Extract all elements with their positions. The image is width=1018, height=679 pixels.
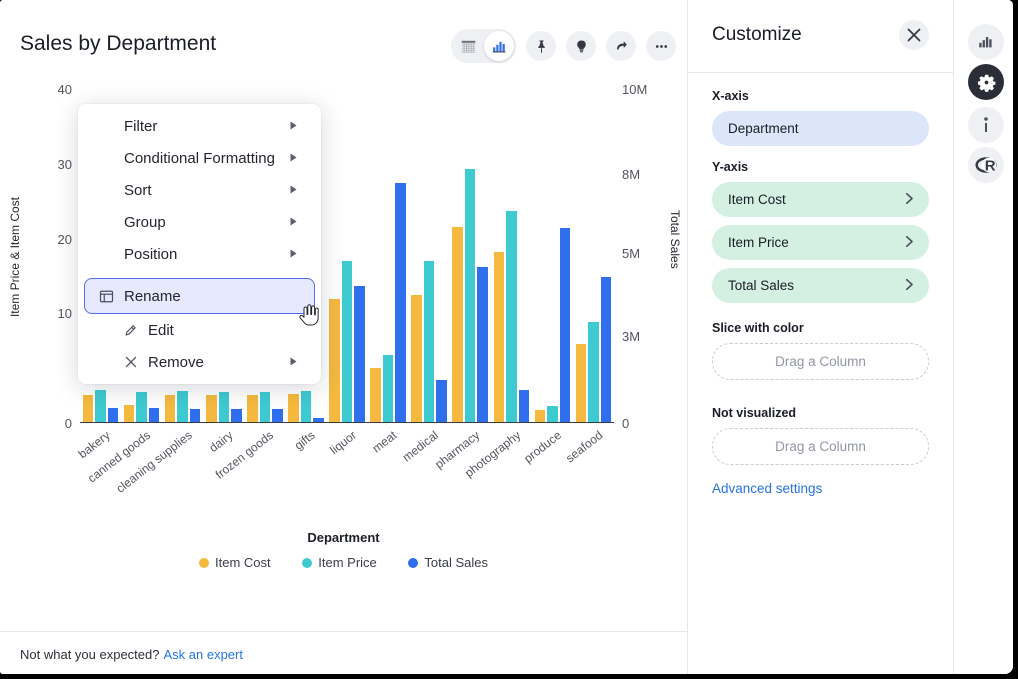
svg-text:R: R [985, 157, 996, 174]
